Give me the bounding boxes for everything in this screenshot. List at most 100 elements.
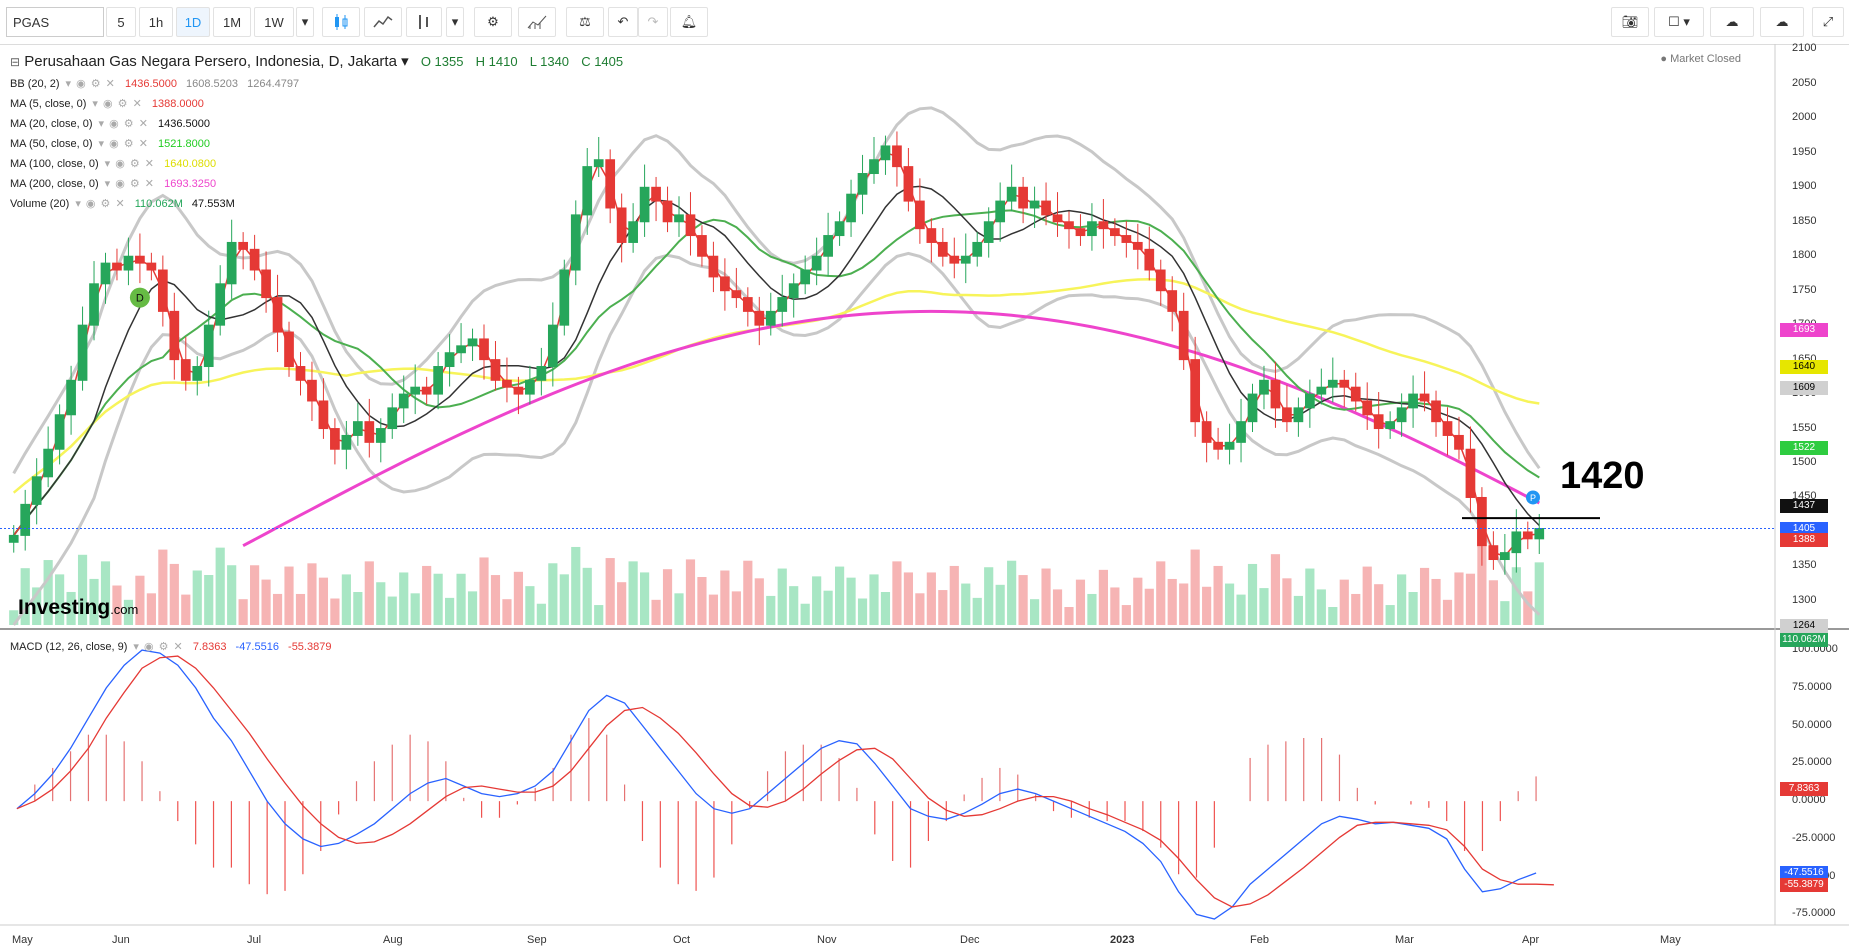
candle-body (1155, 269, 1166, 292)
candle-body (1327, 379, 1338, 388)
candle-body (1259, 379, 1269, 395)
camera-snapshot-icon[interactable]: 📷︎ (1611, 7, 1649, 37)
volume-bar (192, 570, 202, 625)
volume-bar (1351, 593, 1361, 625)
candle-body (765, 310, 776, 326)
volume-bar (1018, 575, 1028, 625)
volume-bar (651, 599, 661, 625)
volume-bar (238, 599, 248, 625)
bb-upper-band (12, 106, 1541, 475)
undo-icon[interactable]: ↶ (608, 7, 638, 37)
volume-bar (1511, 567, 1521, 625)
candle-body (777, 297, 788, 312)
volume-bar (1179, 583, 1189, 625)
price-axis-tick: 1950 (1792, 145, 1817, 158)
price-badge: 1264 (1780, 618, 1828, 633)
candle-body (226, 241, 237, 285)
candle-body (307, 379, 317, 402)
volume-bar (227, 565, 237, 625)
volume-bar (135, 575, 145, 625)
alert-bell-icon[interactable]: 🔔︎ (670, 7, 708, 37)
interval-1w[interactable]: 1W (254, 7, 294, 37)
candle-body (318, 400, 329, 430)
candle-body (949, 255, 960, 264)
expand-icon[interactable]: ⤢ (1812, 7, 1844, 37)
volume-bar (720, 570, 730, 625)
fullscreen-layout-icon[interactable]: ☐ ▾ (1654, 7, 1704, 37)
volume-bar (743, 560, 753, 625)
title-dropdown-icon[interactable]: ▾ (401, 53, 409, 70)
volume-bar (800, 603, 810, 625)
volume-bar (445, 597, 455, 625)
indicators-icon[interactable] (518, 7, 556, 37)
time-axis-label: Jul (247, 934, 262, 946)
volume-bar (1488, 580, 1498, 625)
volume-bar (1202, 586, 1212, 625)
price-axis-tick: 2100 (1792, 42, 1817, 55)
volume-bar (766, 595, 776, 625)
candle-body (972, 241, 983, 257)
price-badge: 1640 (1780, 359, 1828, 374)
macd-axis-tick: 25.0000 (1792, 756, 1832, 769)
collapse-icon[interactable]: ⊟ (10, 55, 21, 69)
cloud-load-icon[interactable]: ☁ (1710, 7, 1754, 37)
volume-bar (582, 567, 592, 625)
interval-dropdown-icon[interactable]: ▾ (296, 7, 314, 37)
bar-type-icon[interactable] (406, 7, 442, 37)
candle-body (479, 338, 489, 361)
settings-gear-icon[interactable]: ⚙ (474, 7, 512, 37)
redo-icon[interactable]: ↷ (638, 7, 668, 37)
volume-bar (1534, 562, 1544, 625)
symbol-input[interactable]: PGAS (6, 7, 104, 37)
volume-bar (1052, 589, 1063, 625)
candle-body (1144, 248, 1155, 271)
interval-5[interactable]: 5 (106, 7, 136, 37)
candle-body (66, 379, 76, 416)
interval-1m[interactable]: 1M (213, 7, 251, 37)
interval-1d[interactable]: 1D (176, 7, 210, 37)
volume-bar (318, 577, 329, 625)
candle-body (135, 255, 145, 264)
volume-bar (605, 558, 615, 625)
candle-body (1029, 200, 1040, 209)
time-axis-label: Mar (1395, 934, 1414, 946)
chart-type-dropdown-icon[interactable]: ▾ (446, 7, 464, 37)
line-chart-icon[interactable] (364, 7, 402, 37)
compare-scale-icon[interactable]: ⚖ (566, 7, 604, 37)
volume-bar (1087, 593, 1097, 625)
macd-line (16, 649, 1537, 920)
candle-body (628, 221, 638, 243)
signal-marker-text: D (136, 293, 144, 305)
volume-bar (1442, 599, 1453, 625)
price-axis-tick: 1550 (1792, 421, 1817, 434)
legend-ma50: MA (50, close, 0) ▾ ◉ ⚙ ✕ 1521.8000 (10, 138, 210, 150)
interval-1h[interactable]: 1h (139, 7, 173, 37)
candle-body (180, 359, 191, 381)
price-chart[interactable]: PD (0, 44, 1849, 948)
volume-bar (823, 590, 833, 625)
volume-bar (55, 574, 65, 625)
cloud-save-icon[interactable]: ☁ (1760, 7, 1804, 37)
volume-bar (1282, 578, 1292, 625)
candle-body (674, 214, 684, 223)
macd-signal-line (16, 655, 1554, 908)
ohlc-high: H 1410 (475, 54, 518, 69)
volume-bar (903, 572, 913, 625)
candle-body (960, 255, 971, 264)
candle-body (811, 255, 822, 271)
candle-body (1006, 186, 1017, 202)
volume-bar (1270, 554, 1281, 625)
candle-body (1052, 214, 1063, 223)
candle-body (1190, 359, 1201, 423)
candle-body (892, 145, 902, 168)
macd-badge: -47.5516 (1780, 865, 1828, 880)
candle-body (1018, 186, 1028, 209)
volume-bar (628, 561, 638, 625)
candle-body (1454, 434, 1464, 450)
candle-body (513, 386, 524, 395)
volume-bar (456, 573, 466, 625)
candles-icon[interactable] (322, 7, 360, 37)
volume-bar (1133, 577, 1143, 625)
time-axis-label: Oct (673, 934, 691, 946)
price-badge: 1388 (1780, 533, 1828, 548)
